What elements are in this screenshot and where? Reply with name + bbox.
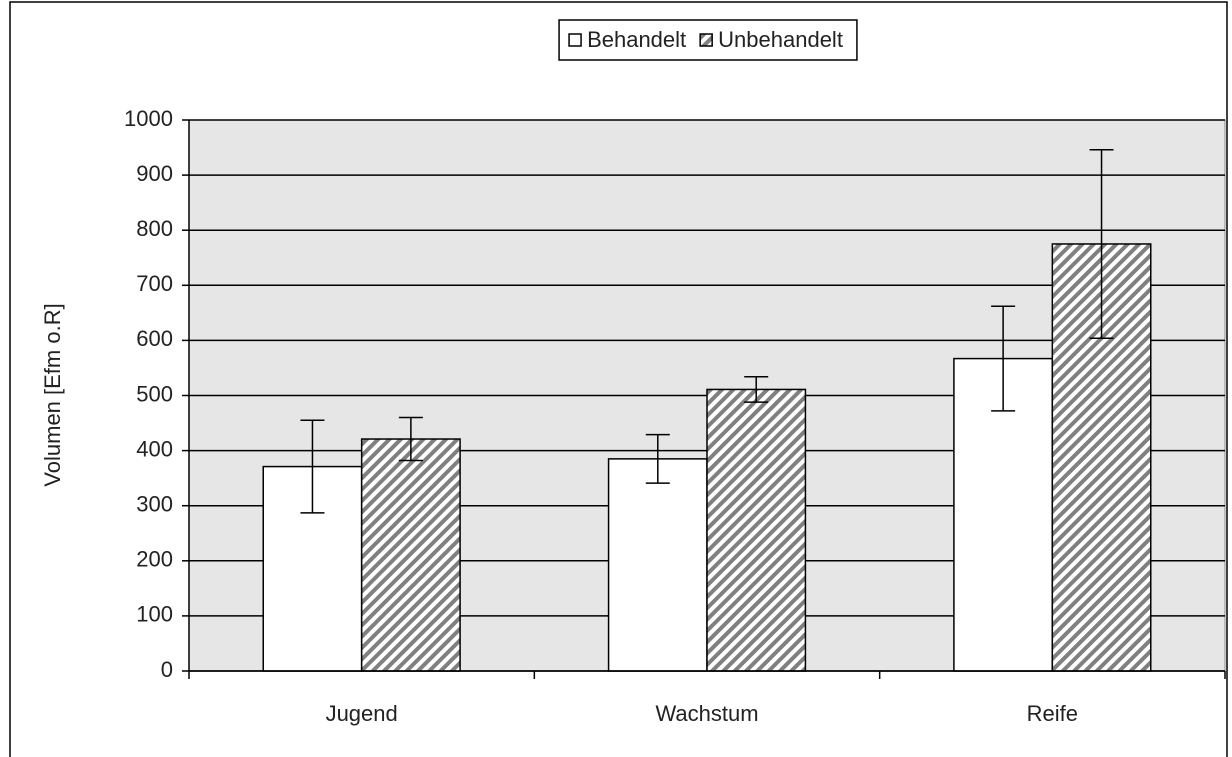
y-tick-label: 0 xyxy=(161,657,173,682)
y-tick-label: 200 xyxy=(136,547,173,572)
x-tick-label: Reife xyxy=(1027,701,1078,726)
y-tick-label: 700 xyxy=(136,271,173,296)
y-tick-label: 500 xyxy=(136,381,173,406)
y-tick-label: 1000 xyxy=(124,106,173,131)
y-tick-label: 600 xyxy=(136,326,173,351)
legend-swatch xyxy=(568,33,582,47)
y-tick-label: 100 xyxy=(136,602,173,627)
y-axis-label: Volumen [Efm o.R] xyxy=(40,303,65,486)
bar xyxy=(360,438,461,672)
bar xyxy=(607,458,708,672)
x-tick-label: Wachstum xyxy=(655,701,758,726)
legend-label: Behandelt xyxy=(587,27,686,52)
x-tick-label: Jugend xyxy=(326,701,398,726)
legend-label: Unbehandelt xyxy=(718,27,843,52)
y-tick-label: 400 xyxy=(136,436,173,461)
y-tick-label: 900 xyxy=(136,161,173,186)
legend-swatch xyxy=(699,33,713,47)
y-tick-label: 800 xyxy=(136,216,173,241)
y-tick-label: 300 xyxy=(136,492,173,517)
legend: Behandelt Unbehandelt xyxy=(558,19,858,61)
bar xyxy=(706,388,807,672)
